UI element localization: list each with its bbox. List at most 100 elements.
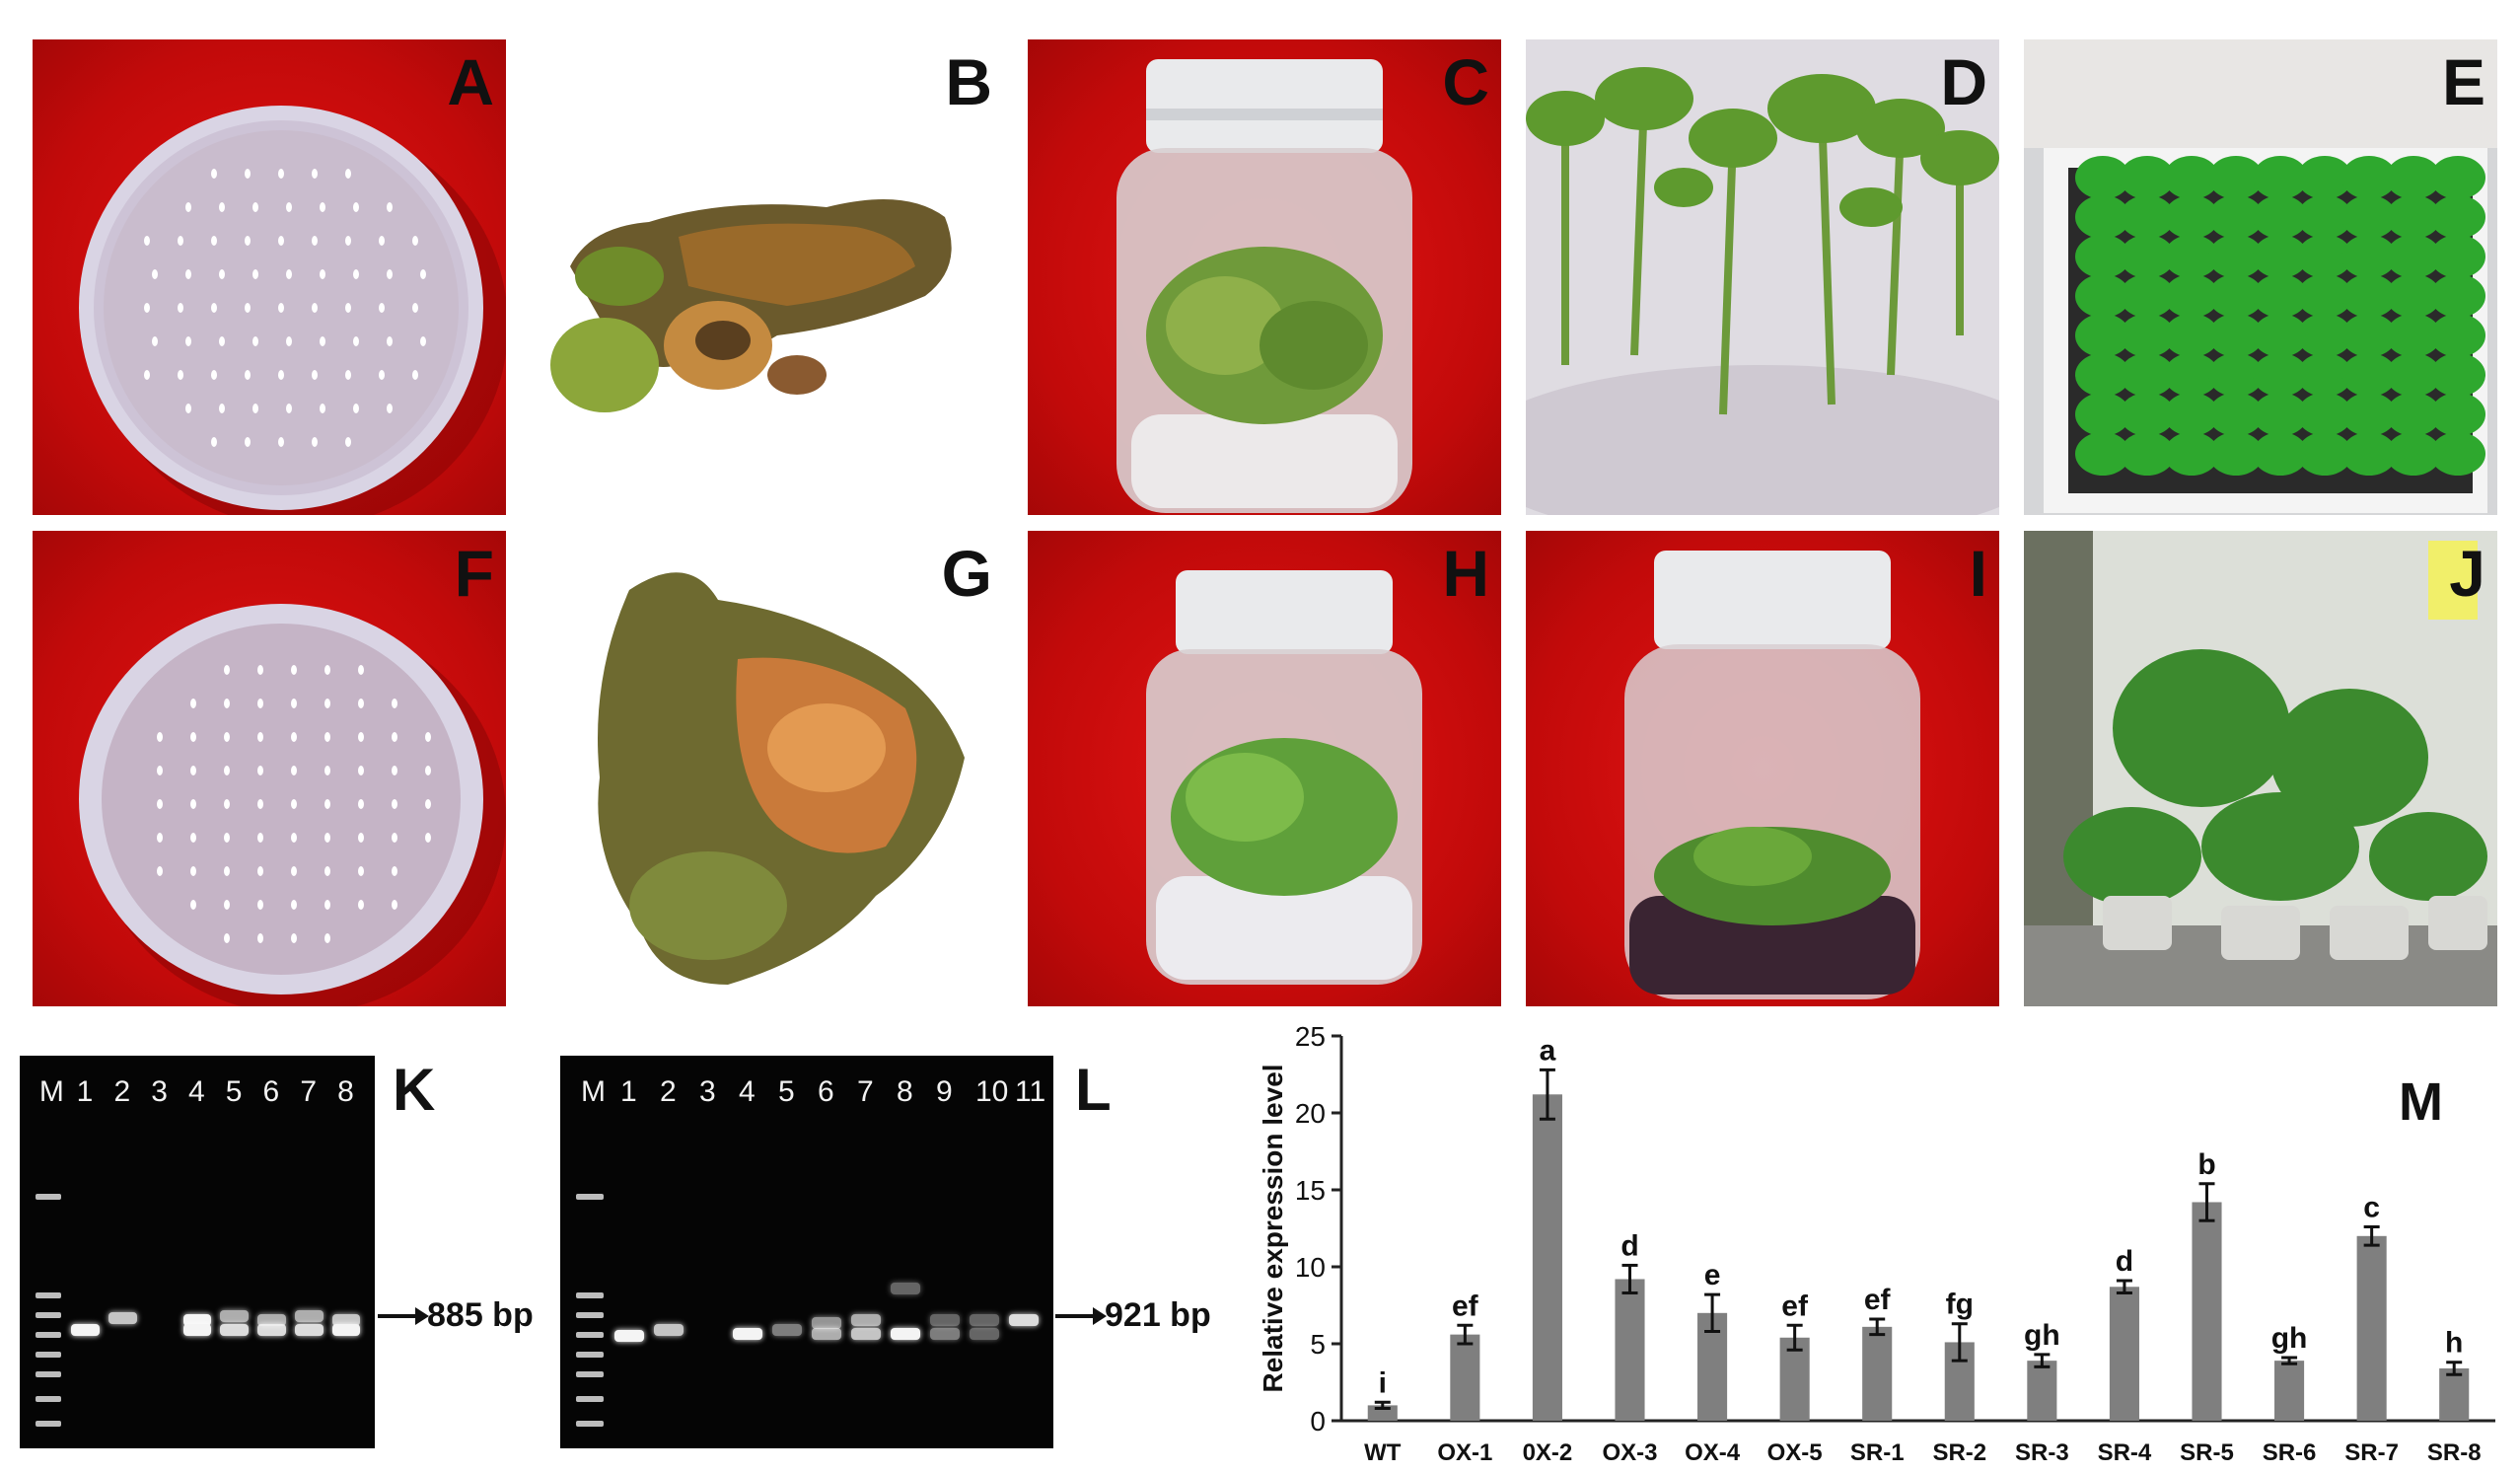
seed <box>387 202 393 212</box>
leaf <box>2253 235 2308 278</box>
seed <box>219 404 225 413</box>
seed <box>324 866 330 876</box>
panel-g: G <box>531 531 1004 1006</box>
leaf <box>2430 393 2485 436</box>
band-size-label-k: 885 bp <box>427 1296 534 1334</box>
leaf <box>2341 156 2397 199</box>
seed <box>252 404 258 413</box>
dna-band <box>969 1314 1000 1326</box>
seed <box>224 833 230 843</box>
leaf <box>2341 235 2397 278</box>
seed <box>392 799 397 809</box>
seed <box>286 269 292 279</box>
leaf <box>2253 274 2308 318</box>
seed <box>353 336 359 346</box>
seed <box>425 799 431 809</box>
seed <box>324 732 330 742</box>
seed <box>211 370 217 380</box>
lane-label: 1 <box>620 1075 637 1108</box>
seed <box>412 303 418 313</box>
lane-label: 8 <box>337 1075 354 1108</box>
leaf <box>2208 353 2264 397</box>
seed <box>257 766 263 775</box>
leaf <box>2430 195 2485 239</box>
ladder-band <box>576 1352 604 1358</box>
panel-label-m: M <box>2399 1072 2443 1132</box>
panel-j: J <box>2024 531 2497 1006</box>
leaf <box>2253 432 2308 476</box>
dna-band <box>929 1328 961 1340</box>
panel-label-i: I <box>1969 537 1987 610</box>
seed <box>291 799 297 809</box>
seed <box>291 699 297 708</box>
dna-band <box>732 1328 763 1340</box>
leaf <box>2120 314 2175 357</box>
leaf <box>2120 156 2175 199</box>
dna-band <box>811 1328 842 1340</box>
seed <box>358 900 364 910</box>
leaf <box>2120 274 2175 318</box>
leaf <box>2297 393 2352 436</box>
lane-label: 1 <box>76 1075 94 1108</box>
seed <box>425 766 431 775</box>
seed <box>312 370 318 380</box>
leaf <box>2341 314 2397 357</box>
seed <box>190 900 196 910</box>
panel-e: E <box>2024 39 2497 515</box>
seed <box>144 303 150 313</box>
significance-label: e <box>1704 1259 1721 1291</box>
ladder-band <box>576 1332 604 1338</box>
y-tick-label: 20 <box>1295 1098 1326 1129</box>
leaf <box>2430 156 2485 199</box>
leaf <box>2208 314 2264 357</box>
seed <box>353 404 359 413</box>
x-tick-label: SR-8 <box>2427 1439 2482 1466</box>
panel-label-c: C <box>1442 45 1489 118</box>
seed <box>224 900 230 910</box>
leaf <box>2075 156 2130 199</box>
seed <box>392 732 397 742</box>
leaf <box>2253 195 2308 239</box>
seed <box>379 370 385 380</box>
leaf <box>2341 353 2397 397</box>
seed <box>324 933 330 943</box>
significance-label: b <box>2197 1148 2215 1181</box>
leaf <box>2120 393 2175 436</box>
dna-band <box>182 1314 212 1326</box>
bar <box>2109 1287 2139 1421</box>
ladder-band <box>576 1194 604 1200</box>
seed <box>358 699 364 708</box>
seed <box>224 866 230 876</box>
seed <box>190 799 196 809</box>
culture-jar-image <box>1624 551 1920 999</box>
seed <box>312 437 318 447</box>
seed <box>320 336 325 346</box>
seed <box>324 900 330 910</box>
lane-label: 9 <box>936 1075 953 1108</box>
seed <box>291 833 297 843</box>
lane-label: 4 <box>739 1075 756 1108</box>
seed <box>392 866 397 876</box>
seed <box>324 766 330 775</box>
dna-band <box>220 1324 250 1336</box>
seed <box>358 833 364 843</box>
significance-label: ef <box>1864 1284 1892 1316</box>
leaf <box>2386 353 2441 397</box>
dna-band <box>182 1324 212 1336</box>
seed <box>257 900 263 910</box>
dna-band <box>331 1324 361 1336</box>
leaf <box>2386 393 2441 436</box>
dna-band <box>294 1324 324 1336</box>
dna-band <box>331 1314 361 1326</box>
significance-label: d <box>2116 1245 2133 1278</box>
potted-plants-image <box>2024 531 2497 1006</box>
seed <box>324 665 330 675</box>
y-axis-label: Relative expression level <box>1258 1064 1288 1392</box>
lane-label: 3 <box>151 1075 168 1108</box>
panel-label-a: A <box>447 45 494 118</box>
bar <box>2439 1367 2470 1421</box>
ladder-band <box>35 1396 62 1402</box>
seed <box>286 404 292 413</box>
panel-label-b: B <box>945 45 992 118</box>
ladder-band <box>35 1421 62 1427</box>
